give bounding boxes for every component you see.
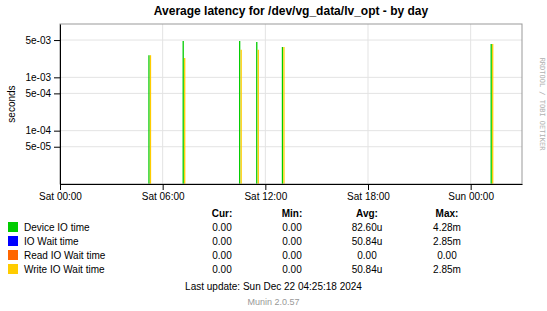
y-tick-label: 1e-03 — [25, 72, 51, 83]
x-tick: Sun 00:00 — [448, 184, 494, 202]
title: Average latency for /dev/vg_data/lv_opt … — [154, 4, 429, 18]
table-cell: 50.84u — [352, 236, 383, 247]
x-tick-label: Sat 06:00 — [142, 191, 185, 202]
plot-frame — [60, 24, 522, 184]
spike — [183, 41, 184, 184]
table-cell: 82.60u — [352, 222, 383, 233]
x-tick-mark — [60, 184, 61, 190]
x-tick-label: Sat 12:00 — [244, 191, 287, 202]
x-tick-mark — [265, 184, 266, 190]
spike — [283, 47, 284, 184]
x-tick-label: Sat 00:00 — [39, 191, 82, 202]
x-tick-mark — [471, 184, 472, 190]
watermark: RRDTOOL / TOBI OETIKER — [538, 58, 546, 152]
table-header: Min: — [282, 208, 303, 219]
stats-table: Cur: Min: Avg: Max: 0.00 0.00 82.60u 4.28m 0.00 0… — [212, 208, 461, 275]
grid-line-y — [60, 93, 522, 94]
legend-swatch — [8, 236, 18, 246]
x-tick: Sat 12:00 — [244, 184, 287, 202]
y-axis-title: seconds — [6, 85, 17, 122]
table-cell: 0.00 — [282, 264, 302, 275]
spike — [241, 50, 242, 184]
version: Munin 2.0.57 — [247, 297, 299, 307]
grid-line-x — [265, 24, 266, 184]
table-cell: 0.00 — [282, 250, 302, 261]
spike — [282, 47, 283, 184]
legend-swatch — [8, 250, 18, 260]
x-tick: Sat 18:00 — [347, 184, 390, 202]
spike — [184, 58, 185, 184]
y-tick-label: 1e-04 — [25, 125, 51, 136]
y-tick-mark — [54, 77, 60, 78]
y-tick: 5e-05 — [25, 141, 60, 152]
table-cell: 0.00 — [212, 236, 232, 247]
table-cell: 0.00 — [212, 264, 232, 275]
table-cell: 2.85m — [433, 236, 461, 247]
spike — [148, 55, 149, 184]
legend-label: Read IO Wait time — [24, 250, 106, 261]
legend-swatch — [8, 264, 18, 274]
grid-line-y — [60, 40, 522, 41]
y-tick-label: 5e-03 — [25, 35, 51, 46]
grid-line-x — [162, 24, 163, 184]
legend-label: Write IO Wait time — [24, 264, 105, 275]
last-update: Last update: Sun Dec 22 04:25:18 2024 — [185, 281, 362, 292]
y-tick-mark — [54, 147, 60, 148]
x-tick-mark — [163, 184, 164, 190]
table-cell: 0.00 — [282, 236, 302, 247]
spike — [239, 41, 240, 184]
x-tick: Sat 06:00 — [142, 184, 185, 202]
table-cell: 4.28m — [433, 222, 461, 233]
grid — [60, 24, 522, 184]
table-cell: 0.00 — [357, 250, 377, 261]
table-cell: 0.00 — [212, 250, 232, 261]
grid-line-x — [368, 24, 369, 184]
table-cell: 2.85m — [433, 264, 461, 275]
y-tick: 1e-04 — [25, 125, 60, 136]
table-header: Max: — [436, 208, 459, 219]
legend: Device IO time IO Wait time Read IO Wait t… — [8, 222, 106, 275]
y-tick: 5e-03 — [25, 35, 60, 46]
y-tick: 1e-03 — [25, 72, 60, 83]
y-tick: 5e-04 — [25, 88, 60, 99]
legend-label: Device IO time — [24, 222, 90, 233]
y-tick-label: 5e-04 — [25, 88, 51, 99]
x-tick: Sat 00:00 — [39, 184, 82, 202]
grid-line-y — [60, 77, 522, 78]
table-cell: 0.00 — [437, 250, 457, 261]
y-axis-line — [60, 25, 61, 185]
spike — [256, 42, 257, 184]
table-cell: 0.00 — [212, 222, 232, 233]
legend-swatch — [8, 222, 18, 232]
chart: Sat 00:00 Sat 06:00 Sat 12:00 Sat 18:00 Sun … — [0, 0, 547, 311]
x-tick-mark — [368, 184, 369, 190]
marks — [149, 41, 493, 184]
table-cell: 50.84u — [352, 264, 383, 275]
spike — [492, 44, 493, 184]
table-header: Avg: — [356, 208, 378, 219]
y-tick-mark — [54, 40, 60, 41]
y-tick-mark — [54, 131, 60, 132]
grid-line-y — [60, 130, 522, 131]
x-axis-line — [61, 184, 523, 185]
y-axis: 5e-05 1e-04 5e-04 1e-03 5e-03 — [25, 25, 60, 185]
x-axis: Sat 00:00 Sat 06:00 Sat 12:00 Sat 18:00 Sun … — [39, 184, 522, 202]
table-header: Cur: — [212, 208, 233, 219]
table-cell: 0.00 — [282, 222, 302, 233]
spike — [150, 55, 151, 184]
y-tick-mark — [54, 93, 60, 94]
x-tick-label: Sun 00:00 — [448, 191, 494, 202]
x-tick-label: Sat 18:00 — [347, 191, 390, 202]
spike — [258, 50, 259, 184]
grid-line-y — [60, 146, 522, 147]
grid-line-x — [470, 24, 471, 184]
plot-background — [60, 24, 522, 184]
spike — [491, 44, 492, 184]
legend-label: IO Wait time — [24, 236, 79, 247]
y-tick-label: 5e-05 — [25, 141, 51, 152]
